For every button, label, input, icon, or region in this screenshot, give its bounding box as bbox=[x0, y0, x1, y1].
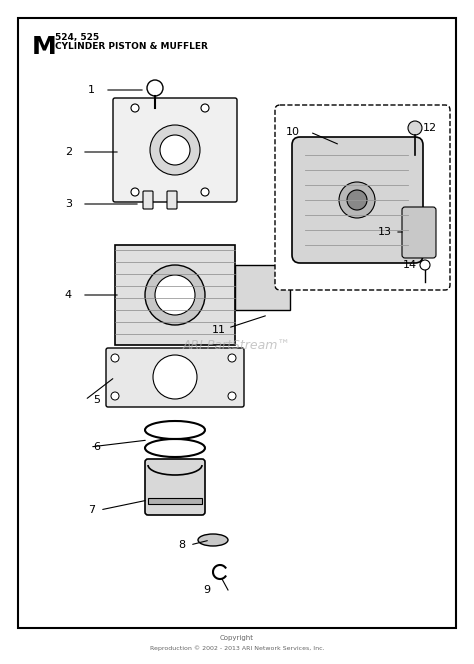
FancyBboxPatch shape bbox=[143, 191, 153, 209]
Text: 13: 13 bbox=[378, 227, 392, 237]
Text: 524, 525: 524, 525 bbox=[55, 33, 99, 42]
Text: 10: 10 bbox=[286, 127, 300, 137]
Circle shape bbox=[150, 125, 200, 175]
Text: Reproduction © 2002 - 2013 ARI Network Services, Inc.: Reproduction © 2002 - 2013 ARI Network S… bbox=[150, 645, 324, 651]
Circle shape bbox=[131, 104, 139, 112]
Text: 8: 8 bbox=[178, 540, 185, 550]
Text: 6: 6 bbox=[93, 442, 100, 452]
Text: 5: 5 bbox=[93, 395, 100, 405]
Text: 9: 9 bbox=[203, 585, 210, 595]
Text: 3: 3 bbox=[65, 199, 72, 209]
Text: 12: 12 bbox=[423, 123, 437, 133]
Circle shape bbox=[201, 104, 209, 112]
FancyBboxPatch shape bbox=[113, 98, 237, 202]
FancyBboxPatch shape bbox=[145, 459, 205, 515]
Circle shape bbox=[145, 265, 205, 325]
Bar bbox=[235, 265, 290, 310]
Circle shape bbox=[153, 355, 197, 399]
Circle shape bbox=[339, 182, 375, 218]
FancyBboxPatch shape bbox=[106, 348, 244, 407]
Circle shape bbox=[420, 260, 430, 270]
FancyBboxPatch shape bbox=[402, 207, 436, 258]
Circle shape bbox=[160, 135, 190, 165]
Text: Copyright: Copyright bbox=[220, 635, 254, 641]
Text: 11: 11 bbox=[212, 325, 226, 335]
Circle shape bbox=[201, 188, 209, 196]
FancyBboxPatch shape bbox=[275, 105, 450, 290]
Bar bbox=[148, 498, 202, 504]
Bar bbox=[115, 245, 235, 345]
Circle shape bbox=[228, 392, 236, 400]
Text: M: M bbox=[32, 35, 57, 59]
Ellipse shape bbox=[198, 534, 228, 546]
FancyBboxPatch shape bbox=[292, 137, 423, 263]
Text: 1: 1 bbox=[88, 85, 95, 95]
Circle shape bbox=[347, 190, 367, 210]
FancyBboxPatch shape bbox=[167, 191, 177, 209]
Text: 4: 4 bbox=[65, 290, 72, 300]
Circle shape bbox=[155, 275, 195, 315]
Circle shape bbox=[408, 121, 422, 135]
Text: 2: 2 bbox=[65, 147, 72, 157]
Circle shape bbox=[111, 392, 119, 400]
Circle shape bbox=[147, 80, 163, 96]
Text: 7: 7 bbox=[88, 505, 95, 515]
Circle shape bbox=[228, 354, 236, 362]
Circle shape bbox=[131, 188, 139, 196]
Circle shape bbox=[111, 354, 119, 362]
Text: CYLINDER PISTON & MUFFLER: CYLINDER PISTON & MUFFLER bbox=[55, 42, 208, 51]
Text: 14: 14 bbox=[403, 260, 417, 270]
Text: ARI PartStream™: ARI PartStream™ bbox=[183, 339, 291, 351]
